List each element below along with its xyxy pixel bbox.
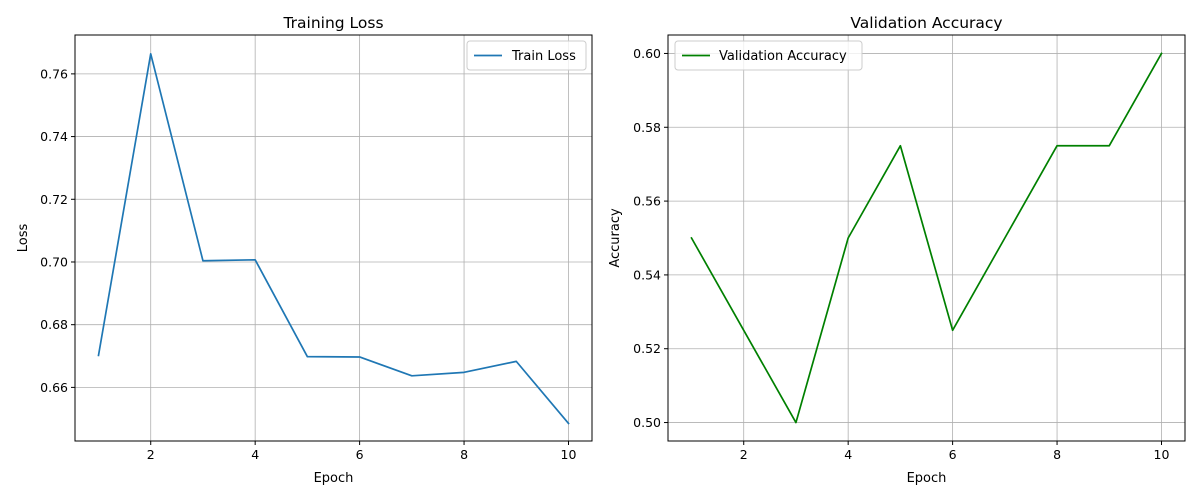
x-tick-label: 8 xyxy=(460,447,468,462)
data-point xyxy=(1161,53,1163,55)
axes-frame xyxy=(74,34,593,442)
legend-box xyxy=(466,40,587,71)
data-point xyxy=(795,422,797,424)
axes-frame-rect xyxy=(74,34,593,442)
data-point xyxy=(1056,145,1058,147)
data-point xyxy=(150,53,152,55)
y-tick-label: 0.56 xyxy=(633,194,661,209)
legend: Train Loss xyxy=(466,40,587,71)
data-point xyxy=(899,145,901,147)
data-point xyxy=(254,259,256,261)
validation-accuracy-chart: Validation Accuracy Epoch Accuracy 2 4 6 8 1… xyxy=(608,14,1186,486)
training-loss-chart: Training Loss Epoch Loss 2 4 6 8 10 0.66 0.68 0… xyxy=(16,14,593,486)
y-axis-label: Loss xyxy=(16,224,31,253)
x-tick-label: 10 xyxy=(1154,447,1170,462)
data-point xyxy=(847,237,849,239)
chart-title: Validation Accuracy xyxy=(850,14,1002,32)
x-tick-label: 6 xyxy=(949,447,957,462)
data-point xyxy=(1004,237,1006,239)
data-point xyxy=(515,360,517,362)
series-lines xyxy=(97,52,570,425)
y-tick-label: 0.74 xyxy=(40,129,68,144)
grid xyxy=(75,35,592,441)
data-point xyxy=(463,371,465,373)
y-tick-label: 0.52 xyxy=(633,341,661,356)
x-tick-label: 4 xyxy=(251,447,259,462)
chart-title: Training Loss xyxy=(282,14,383,32)
y-tick-label: 0.68 xyxy=(40,317,68,332)
data-point xyxy=(1108,145,1110,147)
x-tick-label: 2 xyxy=(740,447,748,462)
y-tick-label: 0.50 xyxy=(633,415,661,430)
x-axis-label: Epoch xyxy=(314,471,354,486)
data-point xyxy=(98,355,100,357)
y-tick-label: 0.66 xyxy=(40,380,68,395)
y-axis-label: Accuracy xyxy=(608,208,623,268)
x-tick-label: 6 xyxy=(356,447,364,462)
ticks: 2 4 6 8 10 0.50 0.52 0.54 0.56 0.58 0.60 xyxy=(633,46,1169,462)
y-tick-label: 0.72 xyxy=(40,192,68,207)
legend-label: Validation Accuracy xyxy=(719,49,847,64)
series-lines xyxy=(690,52,1163,424)
data-point xyxy=(202,260,204,262)
x-axis-label: Epoch xyxy=(907,471,947,486)
axes-frame-rect xyxy=(667,34,1186,442)
x-tick-label: 4 xyxy=(844,447,852,462)
y-tick-label: 0.58 xyxy=(633,120,661,135)
y-tick-label: 0.76 xyxy=(40,66,68,81)
series-line xyxy=(97,52,570,425)
legend: Validation Accuracy xyxy=(674,40,863,71)
legend-label: Train Loss xyxy=(511,49,576,64)
data-point xyxy=(743,329,745,331)
y-tick-label: 0.60 xyxy=(633,46,661,61)
y-tick-label: 0.54 xyxy=(633,267,661,282)
data-point xyxy=(359,356,361,358)
x-tick-label: 10 xyxy=(561,447,577,462)
x-tick-label: 8 xyxy=(1053,447,1061,462)
data-point xyxy=(691,237,693,239)
x-tick-label: 2 xyxy=(147,447,155,462)
y-tick-label: 0.70 xyxy=(40,254,68,269)
ticks: 2 4 6 8 10 0.66 0.68 0.70 0.72 0.74 0.76 xyxy=(40,66,576,462)
axes-frame xyxy=(667,34,1186,442)
series-line xyxy=(690,52,1163,424)
data-point xyxy=(306,356,308,358)
data-point xyxy=(568,423,570,425)
data-point xyxy=(411,375,413,377)
data-point xyxy=(952,329,954,331)
legend-box xyxy=(674,40,863,71)
